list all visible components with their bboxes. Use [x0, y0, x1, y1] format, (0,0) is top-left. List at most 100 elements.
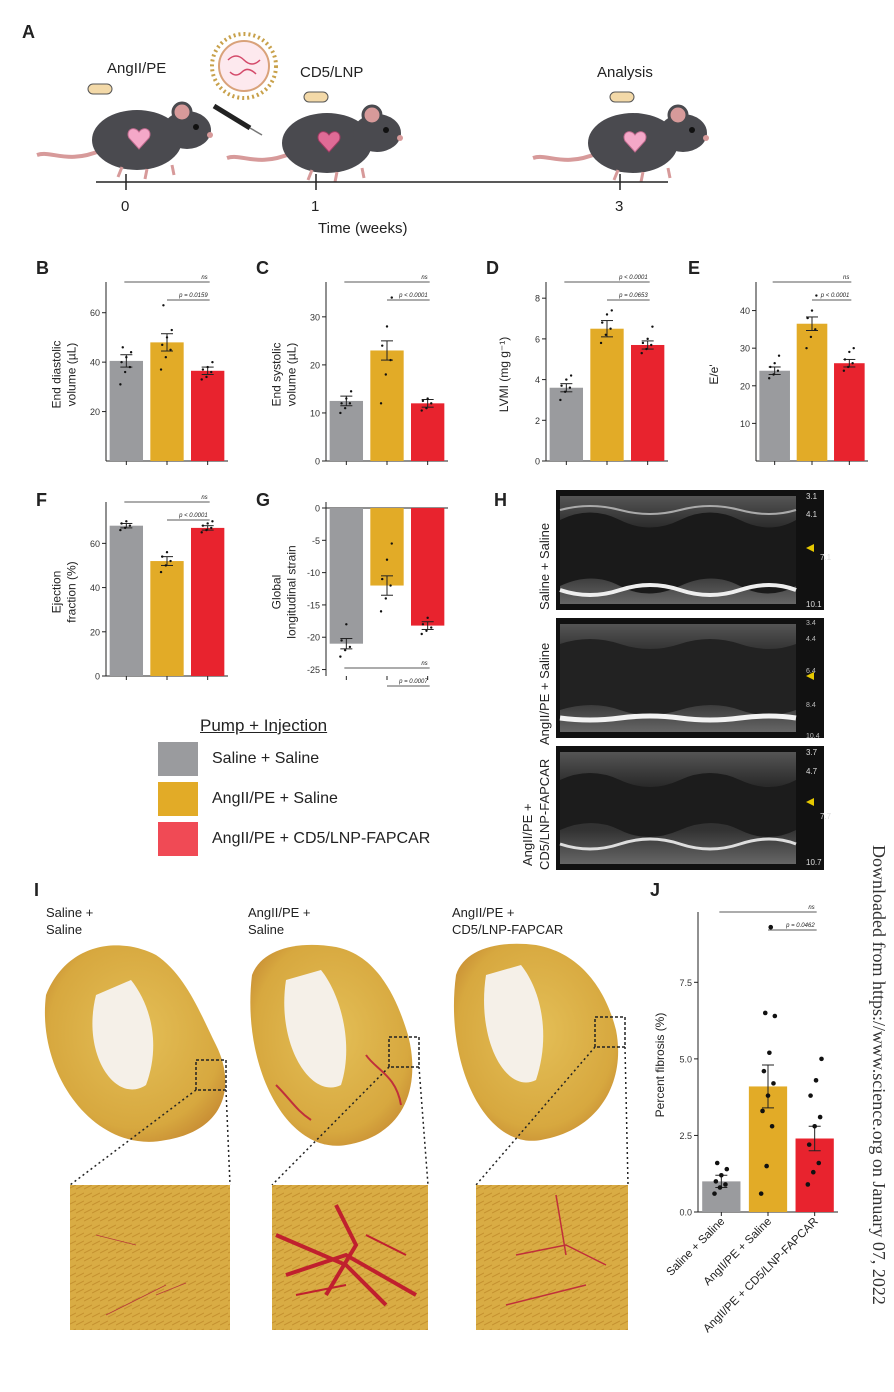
legend-label-fapcar: AngII/PE + CD5/LNP-FAPCAR [212, 830, 431, 847]
data-point [162, 304, 165, 307]
y-tick-label: 20 [310, 360, 320, 370]
data-point [420, 409, 423, 412]
data-point [128, 524, 132, 527]
data-point [819, 1056, 824, 1062]
heart-section-saline [44, 945, 227, 1142]
sig-label: p = 0.0653 [618, 293, 648, 299]
data-point [765, 1093, 771, 1098]
y-tick-label: 40 [740, 306, 750, 316]
y-tick-label: 0 [535, 457, 540, 467]
data-point [384, 597, 388, 600]
echo-panel [556, 490, 824, 870]
data-point [650, 343, 653, 347]
heart-section-angii [250, 944, 420, 1146]
data-point [385, 558, 389, 561]
y-tick-label: 40 [90, 583, 100, 593]
y-axis-label: Ejection [50, 571, 64, 614]
y-axis-label: Percent fibrosis (%) [653, 1013, 667, 1118]
legend-swatch-fapcar [158, 822, 198, 856]
data-point [599, 341, 603, 345]
bar [549, 387, 584, 461]
y-tick-label: -15 [307, 600, 320, 610]
data-point [805, 346, 808, 350]
timeline-schematic [35, 32, 711, 190]
data-point [645, 347, 648, 351]
data-point [200, 378, 203, 381]
echo-scale-angii-4: 8.4 [806, 702, 816, 709]
data-point [848, 350, 851, 354]
y-tick-label: -10 [307, 568, 320, 578]
data-point [211, 520, 214, 523]
legend-title: Pump + Injection [200, 716, 328, 735]
y-axis-label: fraction (%) [65, 561, 79, 622]
data-point [343, 648, 347, 652]
data-point [210, 526, 213, 530]
data-point [713, 1179, 719, 1184]
echo-image-saline [556, 490, 824, 610]
data-point [814, 328, 817, 331]
bar [796, 323, 828, 461]
bar [109, 525, 144, 676]
y-axis-label: Global [270, 575, 284, 610]
data-point [125, 356, 128, 359]
panel-label-d: D [486, 258, 499, 278]
data-point [348, 645, 352, 649]
sig-label: p < 0.0001 [618, 275, 648, 281]
data-point [159, 368, 163, 371]
data-point [777, 354, 781, 357]
sig-label: ns [421, 661, 427, 667]
sig-label: p = 0.0007 [398, 679, 428, 685]
data-point [559, 398, 562, 402]
data-point [425, 629, 428, 632]
data-point [812, 1123, 817, 1129]
data-point [806, 316, 809, 320]
data-point [161, 343, 164, 347]
data-point [119, 528, 122, 532]
y-axis-label: longitudinal strain [285, 545, 299, 638]
bar [109, 360, 144, 461]
echo-label-saline: Saline + Saline [537, 522, 552, 610]
pump-label: AngII/PE [107, 60, 167, 77]
chart-ejection-fraction: 0 20 40 60 ns p < 0.0001 Ejection fraction (%) [50, 495, 228, 682]
data-point [165, 551, 169, 554]
panel-label-b: B [36, 258, 49, 278]
data-point [206, 522, 209, 525]
sig-label: p = 0.0159 [178, 293, 208, 299]
data-point [809, 335, 813, 339]
time-tick-1: 1 [311, 198, 320, 215]
echo-scale-saline-4: 10.1 [806, 600, 822, 609]
data-point [389, 584, 392, 587]
data-point [200, 531, 203, 534]
mouse-pump [35, 101, 215, 181]
legend-item-angii: AngII/PE + Saline [158, 782, 338, 816]
data-point [805, 1182, 811, 1187]
y-tick-label: 20 [740, 381, 750, 391]
download-notice: Downloaded from https://www.science.org … [869, 845, 889, 1305]
data-point [815, 294, 818, 297]
data-point [762, 1010, 768, 1016]
data-point [723, 1182, 728, 1187]
chart-lvmi: 0 2 4 6 8 p < 0.0001 p = 0.0653 LVMI (mg g⁻¹) [497, 275, 668, 467]
y-tick-label: 60 [90, 308, 100, 318]
echo-label-fapcar-1: AngII/PE + [520, 803, 535, 866]
data-point [210, 370, 213, 374]
data-point [381, 344, 384, 347]
echo-label-fapcar-2: CD5/LNP-FAPCAR [537, 758, 552, 870]
sig-label: ns [808, 905, 814, 911]
data-point [201, 368, 205, 371]
data-point [120, 522, 123, 525]
data-point [349, 390, 353, 393]
y-tick-label: 10 [740, 419, 750, 429]
legend-swatch-angii [158, 782, 198, 816]
zoom-section-fapcar [476, 1185, 628, 1330]
chart-percent-fibrosis: 0.0 2.5 5.0 7.5 ns p = 0.0462 Percent fibrosis… [653, 905, 838, 1335]
data-point [761, 1068, 767, 1074]
panel-label-h: H [494, 490, 507, 510]
data-point [568, 386, 572, 389]
bar [190, 527, 225, 676]
histology-label-saline-line2: Saline [46, 922, 83, 937]
y-tick-label: 7.5 [679, 978, 692, 988]
y-tick-label: -25 [307, 665, 320, 675]
echo-scale-fapcar-4: 10.7 [806, 858, 822, 867]
echo-image-fapcar [556, 746, 824, 870]
